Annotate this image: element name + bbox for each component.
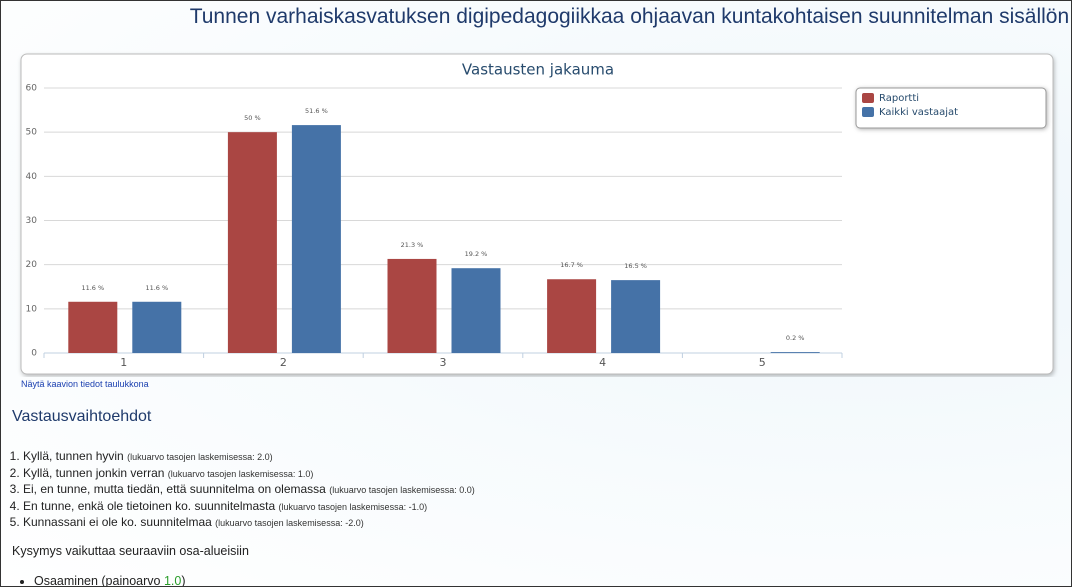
option-text: Kyllä, tunnen hyvin — [23, 449, 124, 463]
option-text: Ei, en tunne, mutta tiedän, että suunnit… — [23, 482, 326, 497]
legend-box — [855, 87, 1047, 129]
legend-swatch — [862, 107, 874, 117]
bar — [547, 279, 597, 353]
option-item: Ei, en tunne, mutta tiedän, että suunnit… — [23, 482, 475, 499]
area-text: Osaaminen (painoarvo — [34, 574, 161, 587]
option-text: En tunne, enkä ole tietoinen ko. suunnit… — [23, 498, 276, 513]
y-tick-label: 50 — [26, 128, 38, 138]
option-note: (lukuarvo tasojen laskemisessa: 2.0) — [127, 452, 273, 462]
area-item: Osaaminen (painoarvo 1.0) — [34, 574, 186, 587]
options-heading: Vastausvaihtoehdot — [12, 408, 152, 425]
bar — [451, 268, 501, 353]
bar — [611, 280, 661, 353]
legend-label: Raportti — [879, 93, 919, 104]
area-tail: ) — [181, 574, 186, 587]
x-tick-label: 2 — [280, 356, 287, 369]
x-tick-label: 5 — [759, 356, 766, 369]
data-label: 11.6 % — [81, 284, 104, 292]
data-label: 0.2 % — [786, 334, 805, 342]
chart-frame — [20, 53, 1054, 375]
legend-swatch — [862, 93, 874, 103]
page-title: Tunnen varhaiskasvatuksen digipedagogiik… — [189, 5, 1072, 28]
data-label: 11.6 % — [145, 284, 168, 292]
y-tick-label: 10 — [26, 304, 38, 314]
x-tick-label: 3 — [440, 356, 447, 369]
bar — [132, 301, 182, 353]
y-tick-label: 20 — [26, 260, 38, 270]
x-tick-label: 4 — [599, 356, 606, 369]
bar — [68, 301, 118, 353]
chart: Vastausten jakauma 0 10 20 30 40 50 60 1 11.6 % 1… — [20, 53, 1054, 375]
y-tick-label: 30 — [26, 216, 38, 226]
options-list: Kyllä, tunnen hyvin (lukuarvo tasojen la… — [12, 449, 475, 532]
areas-list: Osaaminen (painoarvo 1.0) — [12, 574, 186, 587]
option-item: Kyllä, tunnen hyvin (lukuarvo tasojen la… — [23, 449, 475, 466]
option-note: (lukuarvo tasojen laskemisessa: 0.0) — [329, 485, 475, 496]
option-text: Kunnassani ei ole ko. suunnitelmaa — [23, 515, 212, 530]
data-label: 16.7 % — [560, 261, 583, 269]
y-tick-label: 60 — [26, 84, 38, 94]
table-link[interactable]: Näytä kaavion tiedot taulukkona — [21, 379, 149, 389]
x-tick-label: 1 — [120, 356, 127, 369]
option-text: Kyllä, tunnen jonkin verran — [23, 465, 165, 480]
option-item: En tunne, enkä ole tietoinen ko. suunnit… — [23, 499, 475, 516]
option-item: Kyllä, tunnen jonkin verran (lukuarvo ta… — [23, 466, 475, 483]
data-label: 21.3 % — [401, 241, 424, 249]
y-tick-label: 0 — [31, 349, 37, 359]
bar — [227, 132, 277, 353]
data-label: 51.6 % — [305, 107, 328, 115]
areas-heading: Kysymys vaikuttaa seuraaviin osa-alueisi… — [12, 544, 249, 558]
option-note: (lukuarvo tasojen laskemisessa: -2.0) — [215, 518, 364, 529]
option-note: (lukuarvo tasojen laskemisessa: 1.0) — [167, 468, 314, 479]
legend-label: Kaikki vastaajat — [879, 107, 958, 118]
bar — [291, 125, 341, 353]
data-label: 16.5 % — [624, 262, 647, 270]
bar — [770, 352, 820, 353]
area-weight: 1.0 — [163, 574, 182, 587]
option-item: Kunnassani ei ole ko. suunnitelmaa (luku… — [23, 515, 475, 532]
data-label: 50 % — [244, 114, 261, 122]
y-tick-label: 40 — [26, 172, 38, 182]
bar — [387, 258, 437, 353]
data-label: 19.2 % — [465, 250, 488, 258]
option-note: (lukuarvo tasojen laskemisessa: -1.0) — [278, 501, 428, 512]
chart-title: Vastausten jakauma — [462, 61, 614, 79]
